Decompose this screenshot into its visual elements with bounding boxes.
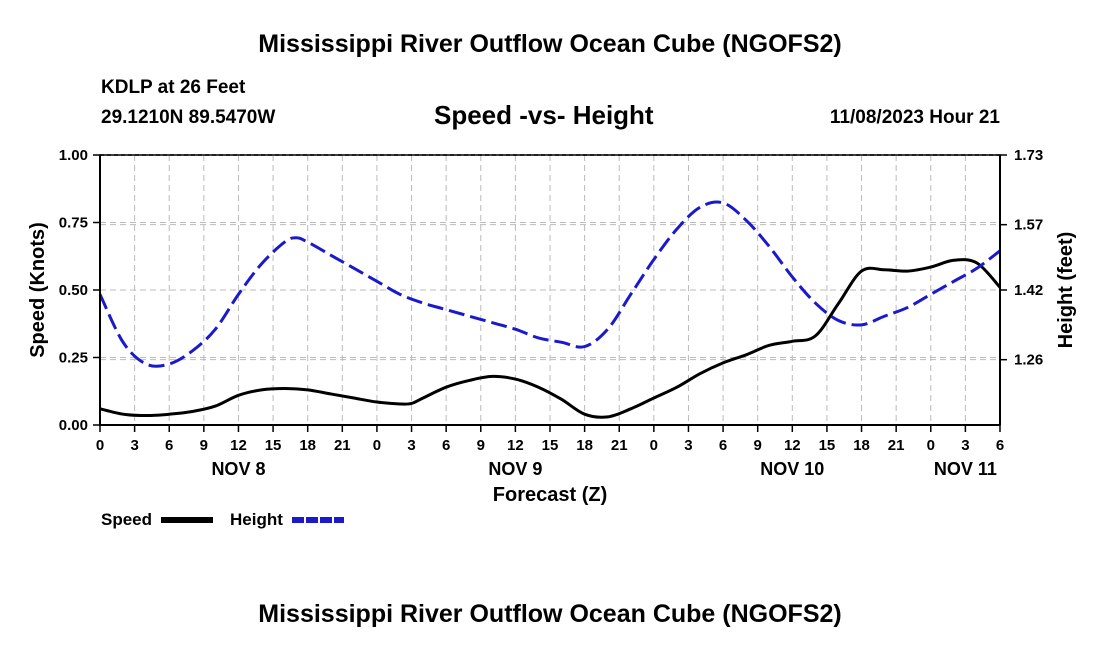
speed-height-chart: 0 3 6 9 12 15 18 21 0 3 6 9 12 15 18 21 0 3 6 9 12 15 18 21 0 3 6 N…: [27, 147, 1077, 506]
x-day-label: NOV 10: [760, 459, 824, 479]
y2-tick-label: 1.57: [1014, 217, 1043, 234]
station-label: KDLP at 26 Feet: [101, 77, 246, 98]
y-tick-label: 0.75: [59, 215, 88, 232]
x-tick-label: 15: [542, 437, 559, 454]
x-day-label: NOV 9: [488, 459, 542, 479]
grid: [100, 154, 1000, 425]
series-layer: [98, 200, 1002, 419]
x-tick-label: 3: [684, 437, 692, 454]
speed-series-line: [99, 258, 1002, 419]
x-tick-label: 18: [299, 437, 316, 454]
height-series-line: [98, 200, 1001, 368]
x-tick-label: 6: [442, 437, 450, 454]
x-tick-label: 3: [407, 437, 415, 454]
coordinates-label: 29.1210N 89.5470W: [101, 107, 276, 128]
x-tick-label: 0: [96, 437, 104, 454]
y-tick-label: 0.25: [59, 350, 88, 367]
x-tick-label: 3: [961, 437, 969, 454]
y2-tick-label: 1.73: [1014, 147, 1043, 164]
legend-height-label: Height: [230, 510, 283, 529]
legend-speed-label: Speed: [101, 510, 153, 529]
x-tick-label: 3: [130, 437, 138, 454]
x-tick-label: 15: [265, 437, 282, 454]
y2-axis-title: Height (feet): [1055, 232, 1077, 349]
y2-tick-label: 1.42: [1014, 282, 1043, 299]
x-tick-label: 21: [888, 437, 905, 454]
x-tick-label: 18: [576, 437, 593, 454]
x-tick-label: 9: [200, 437, 208, 454]
x-tick-label: 6: [165, 437, 173, 454]
x-tick-label: 0: [927, 437, 935, 454]
y-tick-label: 0.00: [59, 417, 88, 434]
x-day-label: NOV 11: [934, 459, 997, 479]
x-tick-label: 18: [853, 437, 870, 454]
y-tick-label: 0.50: [59, 282, 88, 299]
x-tick-label: 9: [477, 437, 485, 454]
x-tick-label: 9: [754, 437, 762, 454]
x-tick-label: 6: [996, 437, 1004, 454]
footer-title: Mississippi River Outflow Ocean Cube (NG…: [258, 600, 842, 628]
y-tick-label: 1.00: [59, 147, 88, 164]
x-tick-label: 21: [334, 437, 351, 454]
legend-speed-swatch: [161, 517, 213, 523]
x-tick-label: 12: [507, 437, 524, 454]
x-day-label: NOV 8: [211, 459, 265, 479]
datetime-label: 11/08/2023 Hour 21: [829, 107, 1000, 128]
x-tick-label: 21: [611, 437, 628, 454]
chart-title: Speed -vs- Height: [434, 100, 654, 130]
y2-tick-label: 1.26: [1014, 352, 1043, 369]
x-axis-title: Forecast (Z): [493, 484, 607, 506]
axes: 0 3 6 9 12 15 18 21 0 3 6 9 12 15 18 21 0 3 6 9 12 15 18 21 0 3 6 N…: [27, 147, 1077, 506]
x-tick-label: 0: [650, 437, 658, 454]
y-axis-title: Speed (Knots): [27, 222, 49, 358]
x-tick-label: 0: [373, 437, 381, 454]
x-tick-label: 12: [230, 437, 247, 454]
legend-height-swatch: [292, 517, 344, 523]
main-title: Mississippi River Outflow Ocean Cube (NG…: [258, 30, 842, 58]
x-tick-label: 12: [784, 437, 801, 454]
x-tick-label: 15: [819, 437, 836, 454]
x-tick-label: 6: [719, 437, 727, 454]
